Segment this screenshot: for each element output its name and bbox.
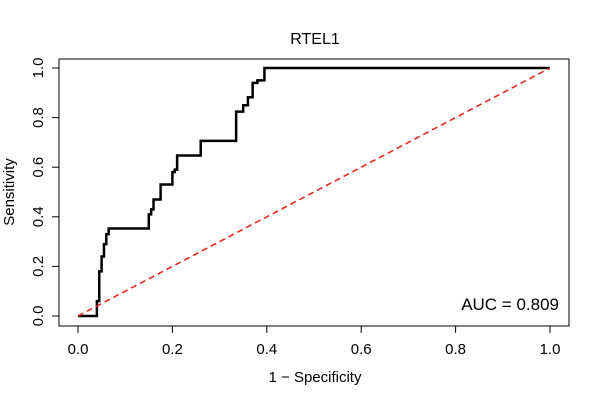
y-tick-label: 0.8: [30, 107, 47, 128]
x-tick-label: 0.2: [162, 341, 183, 358]
x-tick-label: 0.8: [445, 341, 466, 358]
x-tick-label: 0.6: [351, 341, 372, 358]
series-layer: [77, 66, 551, 318]
y-tick-label: 0.2: [30, 256, 47, 277]
chart-title: RTEL1: [290, 31, 340, 48]
y-axis-label: Sensitivity: [1, 158, 18, 226]
x-axis: 0.0 0.2 0.4 0.6 0.8 1.0: [68, 325, 561, 358]
x-tick-label: 1.0: [540, 341, 561, 358]
x-axis-label: 1 − Specificity: [269, 369, 362, 386]
x-tick-label: 0.4: [256, 341, 277, 358]
y-tick-label: 0.4: [30, 206, 47, 227]
y-tick-label: 0.6: [30, 157, 47, 178]
y-tick-label: 1.0: [30, 58, 47, 79]
y-axis: 0.0 0.2 0.4 0.6 0.8 1.0: [30, 58, 60, 327]
auc-annotation: AUC = 0.809: [461, 295, 559, 314]
y-tick-label: 0.0: [30, 306, 47, 327]
x-tick-label: 0.0: [68, 341, 89, 358]
reference-diagonal-line: [77, 67, 551, 317]
roc-curve-line: [78, 66, 550, 318]
